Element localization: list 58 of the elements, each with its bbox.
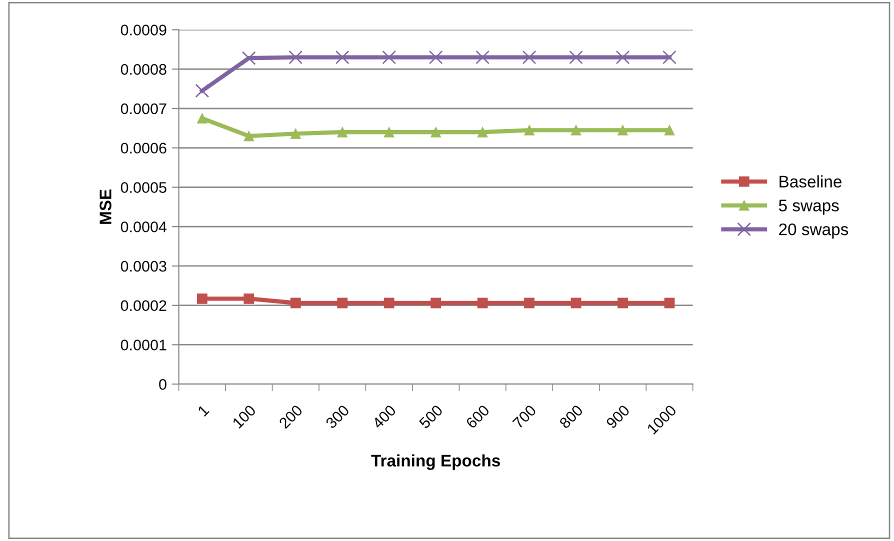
legend-label: 20 swaps	[779, 223, 848, 239]
point	[664, 124, 675, 136]
point	[288, 50, 303, 64]
point	[524, 298, 534, 308]
point	[664, 298, 675, 308]
point	[618, 124, 628, 136]
y-axis-title: MSE	[100, 190, 112, 224]
x-tick-label: 300	[325, 404, 350, 430]
point	[570, 124, 582, 136]
point	[196, 113, 208, 124]
x-tick-label: 1	[197, 404, 210, 417]
point	[569, 50, 583, 64]
point	[384, 126, 394, 138]
point	[616, 50, 630, 64]
point	[430, 298, 442, 308]
x-tick-label: 800	[558, 404, 584, 430]
x-tick-label: 700	[512, 404, 537, 429]
point	[662, 50, 676, 64]
point	[335, 50, 350, 64]
y-tick-label: 0.0003	[120, 260, 166, 272]
y-tick-label: 0.0002	[120, 300, 166, 312]
point	[476, 50, 490, 64]
point	[337, 126, 348, 138]
point	[290, 298, 301, 308]
point	[618, 298, 628, 308]
point	[428, 50, 443, 64]
point	[382, 50, 396, 64]
x-tick-label: 200	[278, 404, 304, 429]
x-tick-label: 600	[465, 404, 490, 429]
point	[242, 51, 256, 66]
x-tick-label: 400	[372, 404, 397, 430]
legend-label: Baseline	[780, 175, 842, 188]
y-tick-label: 0.0005	[120, 182, 166, 193]
point	[430, 126, 442, 138]
point	[290, 128, 301, 139]
point	[524, 124, 534, 136]
point	[244, 293, 254, 304]
point	[196, 293, 208, 304]
point	[244, 130, 254, 142]
y-tick-label: 0	[159, 378, 166, 390]
point	[195, 84, 210, 98]
point	[337, 298, 348, 308]
point	[384, 298, 394, 308]
y-tick-label: 0.0007	[120, 103, 166, 114]
y-tick-label: 0.0009	[120, 24, 166, 36]
x-axis-title: Training Epochs	[371, 454, 500, 470]
point	[522, 50, 536, 64]
y-tick-label: 0.0008	[120, 64, 166, 75]
x-tick-label: 900	[606, 404, 630, 430]
legend-label: 5 swaps	[778, 200, 839, 215]
y-tick-label: 0.0001	[120, 340, 166, 350]
y-tick-label: 0.0006	[120, 142, 166, 154]
point	[477, 126, 488, 138]
point	[570, 298, 582, 308]
x-tick-label: 500	[418, 404, 444, 430]
y-tick-label: 0.0004	[120, 221, 167, 232]
point	[477, 298, 488, 308]
x-tick-label: 100	[232, 404, 256, 429]
